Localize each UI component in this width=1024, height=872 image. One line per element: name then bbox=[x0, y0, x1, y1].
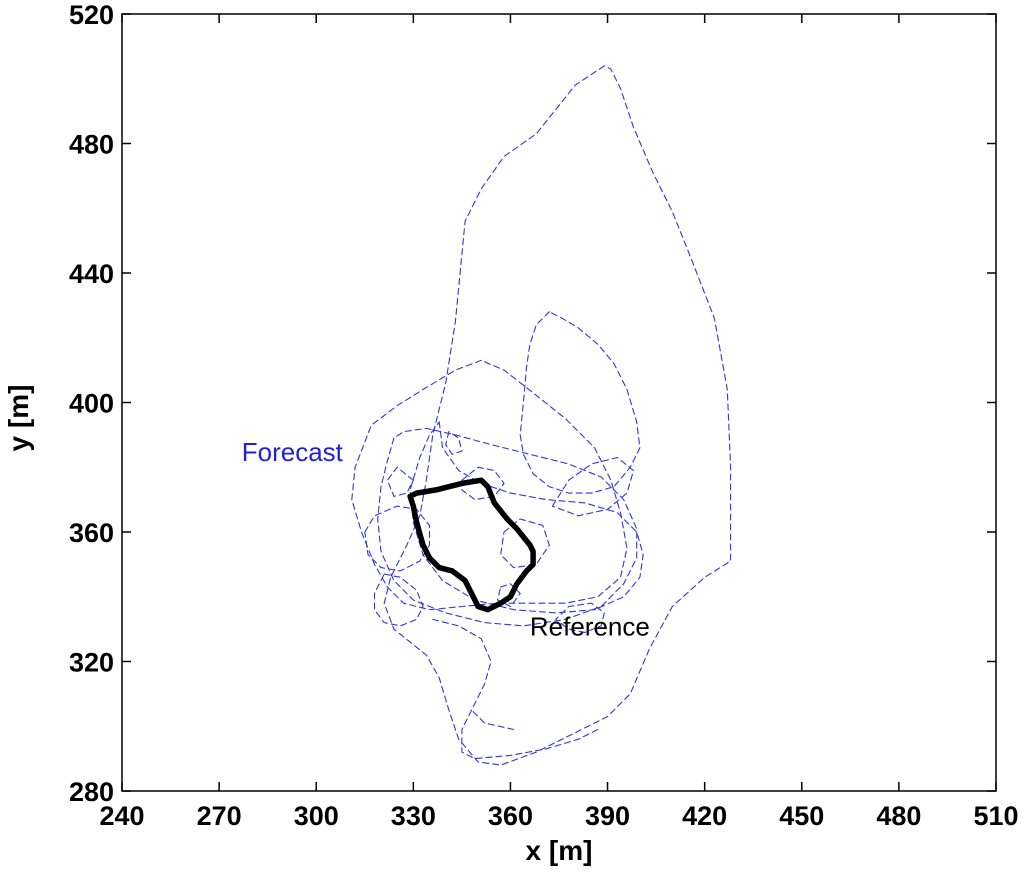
x-tick-label: 360 bbox=[488, 801, 533, 831]
x-tick-label: 300 bbox=[294, 801, 339, 831]
x-tick-label: 270 bbox=[197, 801, 242, 831]
annotation-label: Reference bbox=[530, 612, 650, 642]
x-axis: 240 270 300 330 360 390 420 450 480 510 bbox=[99, 14, 1019, 831]
annotations: Forecast Reference bbox=[242, 437, 650, 642]
forecast-contour-line bbox=[409, 421, 644, 614]
annotation-label: Forecast bbox=[242, 437, 344, 467]
y-tick-label: 320 bbox=[69, 648, 114, 678]
forecast-contour-line bbox=[445, 431, 463, 455]
x-tick-label: 240 bbox=[99, 801, 144, 831]
y-tick-label: 400 bbox=[69, 389, 114, 419]
forecast-contour-line bbox=[551, 456, 635, 517]
x-tick-label: 330 bbox=[391, 801, 436, 831]
plot-frame bbox=[121, 13, 997, 792]
forecast-contour-line bbox=[461, 466, 505, 501]
forecast-contour-line bbox=[377, 427, 638, 627]
forecast-contour-line bbox=[386, 466, 414, 497]
forecast-contour-line bbox=[496, 583, 521, 608]
y-axis-title: y [m] bbox=[3, 385, 34, 452]
y-tick-label: 520 bbox=[69, 0, 114, 30]
forecast-contour-line bbox=[373, 573, 424, 627]
x-tick-label: 420 bbox=[682, 801, 727, 831]
forecast-contour-line bbox=[500, 518, 550, 569]
reference-contour-line bbox=[407, 477, 536, 613]
y-tick-label: 440 bbox=[69, 259, 114, 289]
forecast-contour-line bbox=[471, 709, 515, 731]
x-tick-label: 510 bbox=[973, 801, 1018, 831]
forecast-contour-line bbox=[432, 618, 599, 760]
forecast-contour-line bbox=[555, 602, 605, 633]
x-tick-label: 480 bbox=[876, 801, 921, 831]
plot-lines bbox=[351, 65, 732, 766]
x-tick-label: 450 bbox=[779, 801, 824, 831]
y-tick-label: 480 bbox=[69, 130, 114, 160]
y-tick-label: 280 bbox=[69, 777, 114, 807]
y-tick-label: 360 bbox=[69, 518, 114, 548]
forecast-contour-line bbox=[519, 311, 641, 494]
forecast-contour-line bbox=[364, 505, 431, 572]
y-axis: 280 320 360 400 440 480 520 bbox=[69, 0, 996, 807]
x-tick-label: 390 bbox=[585, 801, 630, 831]
forecast-contour-line bbox=[383, 65, 732, 766]
x-axis-title: x [m] bbox=[526, 835, 593, 866]
